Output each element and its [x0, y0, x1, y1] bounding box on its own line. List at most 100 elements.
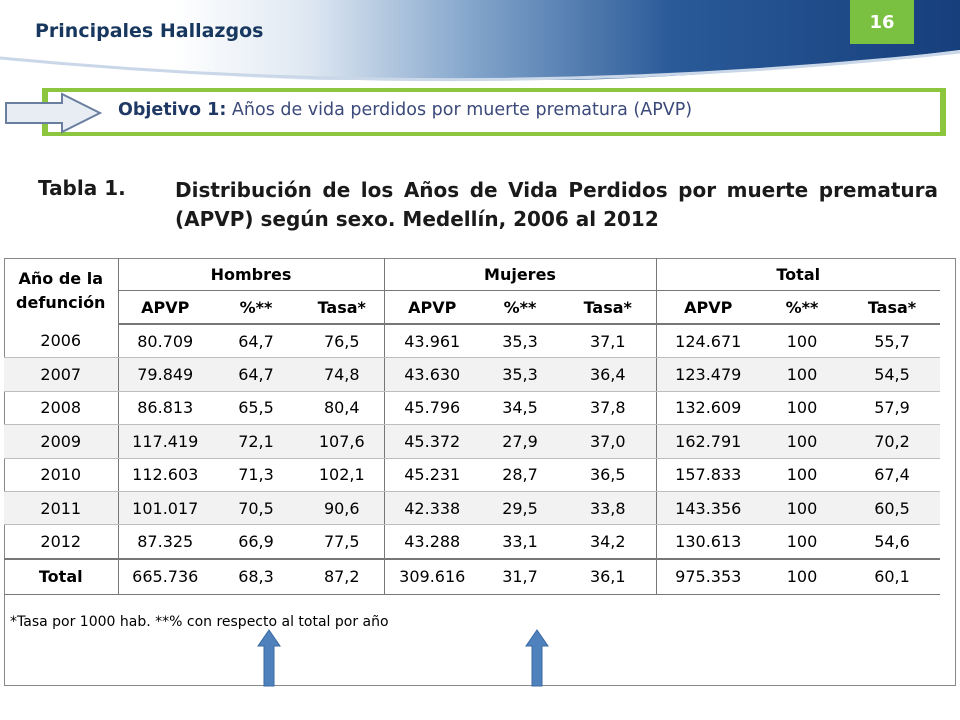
value-cell: 101.017 — [118, 491, 212, 526]
value-cell: 45.231 — [384, 458, 480, 492]
table-row: 2008 86.813 65,5 80,4 45.796 34,5 37,8 132.609 1… — [4, 391, 940, 426]
value-cell: 70,5 — [212, 491, 300, 526]
value-cell: 100 — [760, 491, 844, 526]
value-cell: 65,5 — [212, 391, 300, 426]
value-cell: 71,3 — [212, 458, 300, 492]
subheader-cell: APVP — [656, 290, 760, 325]
value-cell: 100 — [760, 357, 844, 392]
group-header-hombres: Hombres — [118, 258, 385, 291]
value-cell: 43.630 — [384, 357, 480, 392]
value-cell: 162.791 — [656, 424, 760, 459]
value-cell: 100 — [760, 524, 844, 560]
value-cell: 43.961 — [384, 324, 480, 359]
value-cell: 43.288 — [384, 524, 480, 560]
header-curve-decoration — [0, 50, 960, 90]
year-cell: 2012 — [4, 524, 119, 560]
value-cell: 36,4 — [560, 357, 657, 392]
value-cell: 100 — [760, 424, 844, 459]
value-cell: 36,5 — [560, 458, 657, 492]
value-cell: 79.849 — [118, 357, 212, 392]
objective-description: Años de vida perdidos por muerte prematu… — [231, 100, 693, 120]
value-cell: 102,1 — [300, 458, 385, 492]
value-cell: 54,6 — [844, 524, 940, 560]
subheader-cell: %** — [480, 290, 560, 325]
total-value-cell: 60,1 — [844, 558, 940, 595]
table-row: 2009 117.419 72,1 107,6 45.372 27,9 37,0 162.79… — [4, 424, 940, 459]
year-cell: 2006 — [4, 324, 119, 359]
value-cell: 45.796 — [384, 391, 480, 426]
total-value-cell: 665.736 — [118, 558, 212, 595]
value-cell: 80.709 — [118, 324, 212, 359]
total-label-cell: Total — [4, 558, 119, 595]
right-arrow-icon — [5, 92, 103, 134]
value-cell: 64,7 — [212, 324, 300, 359]
value-cell: 35,3 — [480, 357, 560, 392]
value-cell: 76,5 — [300, 324, 385, 359]
subheader-cell: APVP — [118, 290, 212, 325]
value-cell: 37,1 — [560, 324, 657, 359]
total-value-cell: 100 — [760, 558, 844, 595]
value-cell: 86.813 — [118, 391, 212, 426]
year-cell: 2010 — [4, 458, 119, 492]
year-cell: 2007 — [4, 357, 119, 392]
total-row: Total 665.736 68,3 87,2 309.616 31,7 36,1 975.3… — [4, 558, 940, 595]
table-row: 2012 87.325 66,9 77,5 43.288 33,1 34,2 130.613 1… — [4, 524, 940, 560]
value-cell: 57,9 — [844, 391, 940, 426]
value-cell: 112.603 — [118, 458, 212, 492]
section-title: Principales Hallazgos — [35, 20, 264, 42]
total-value-cell: 87,2 — [300, 558, 385, 595]
year-cell: 2008 — [4, 391, 119, 426]
value-cell: 117.419 — [118, 424, 212, 459]
value-cell: 66,9 — [212, 524, 300, 560]
value-cell: 143.356 — [656, 491, 760, 526]
table-row: 2010 112.603 71,3 102,1 45.231 28,7 36,5 157.83… — [4, 458, 940, 492]
value-cell: 28,7 — [480, 458, 560, 492]
value-cell: 27,9 — [480, 424, 560, 459]
value-cell: 80,4 — [300, 391, 385, 426]
value-cell: 29,5 — [480, 491, 560, 526]
objective-bar-inner — [48, 92, 940, 132]
value-cell: 33,1 — [480, 524, 560, 560]
value-cell: 37,8 — [560, 391, 657, 426]
value-cell: 55,7 — [844, 324, 940, 359]
value-cell: 64,7 — [212, 357, 300, 392]
value-cell: 100 — [760, 324, 844, 359]
subheader-cell: Tasa* — [560, 290, 657, 325]
value-cell: 124.671 — [656, 324, 760, 359]
value-cell: 54,5 — [844, 357, 940, 392]
subheader-cell: Tasa* — [300, 290, 385, 325]
value-cell: 67,4 — [844, 458, 940, 492]
total-value-cell: 975.353 — [656, 558, 760, 595]
value-cell: 107,6 — [300, 424, 385, 459]
table-row: 2007 79.849 64,7 74,8 43.630 35,3 36,4 123.479 1… — [4, 357, 940, 392]
table-row: 2006 80.709 64,7 76,5 43.961 35,3 37,1 124.671 1… — [4, 324, 940, 359]
value-cell: 42.338 — [384, 491, 480, 526]
group-header-mujeres: Mujeres — [384, 258, 657, 291]
apvp-table: Año de la defunción Hombres Mujeres Tota… — [4, 258, 940, 595]
value-cell: 33,8 — [560, 491, 657, 526]
value-cell: 34,2 — [560, 524, 657, 560]
value-cell: 74,8 — [300, 357, 385, 392]
table-caption-text: Distribución de los Años de Vida Perdido… — [175, 178, 938, 231]
year-cell: 2011 — [4, 491, 119, 526]
value-cell: 87.325 — [118, 524, 212, 560]
value-cell: 100 — [760, 458, 844, 492]
objective-text: Objetivo 1: Años de vida perdidos por mu… — [118, 100, 692, 120]
table-caption-number: Tabla 1. — [38, 176, 126, 200]
up-arrow-icon — [257, 629, 281, 687]
total-value-cell: 68,3 — [212, 558, 300, 595]
objective-label: Objetivo 1: — [118, 100, 227, 120]
subheader-cell: %** — [212, 290, 300, 325]
value-cell: 35,3 — [480, 324, 560, 359]
total-value-cell: 36,1 — [560, 558, 657, 595]
year-cell: 2009 — [4, 424, 119, 459]
value-cell: 45.372 — [384, 424, 480, 459]
group-header-total: Total — [656, 258, 940, 291]
value-cell: 70,2 — [844, 424, 940, 459]
table-row: 2011 101.017 70,5 90,6 42.338 29,5 33,8 143.356… — [4, 491, 940, 526]
value-cell: 100 — [760, 391, 844, 426]
page-number: 16 — [850, 0, 914, 44]
total-value-cell: 31,7 — [480, 558, 560, 595]
year-column-header: Año de la defunción — [4, 258, 119, 324]
subheader-cell: %** — [760, 290, 844, 325]
